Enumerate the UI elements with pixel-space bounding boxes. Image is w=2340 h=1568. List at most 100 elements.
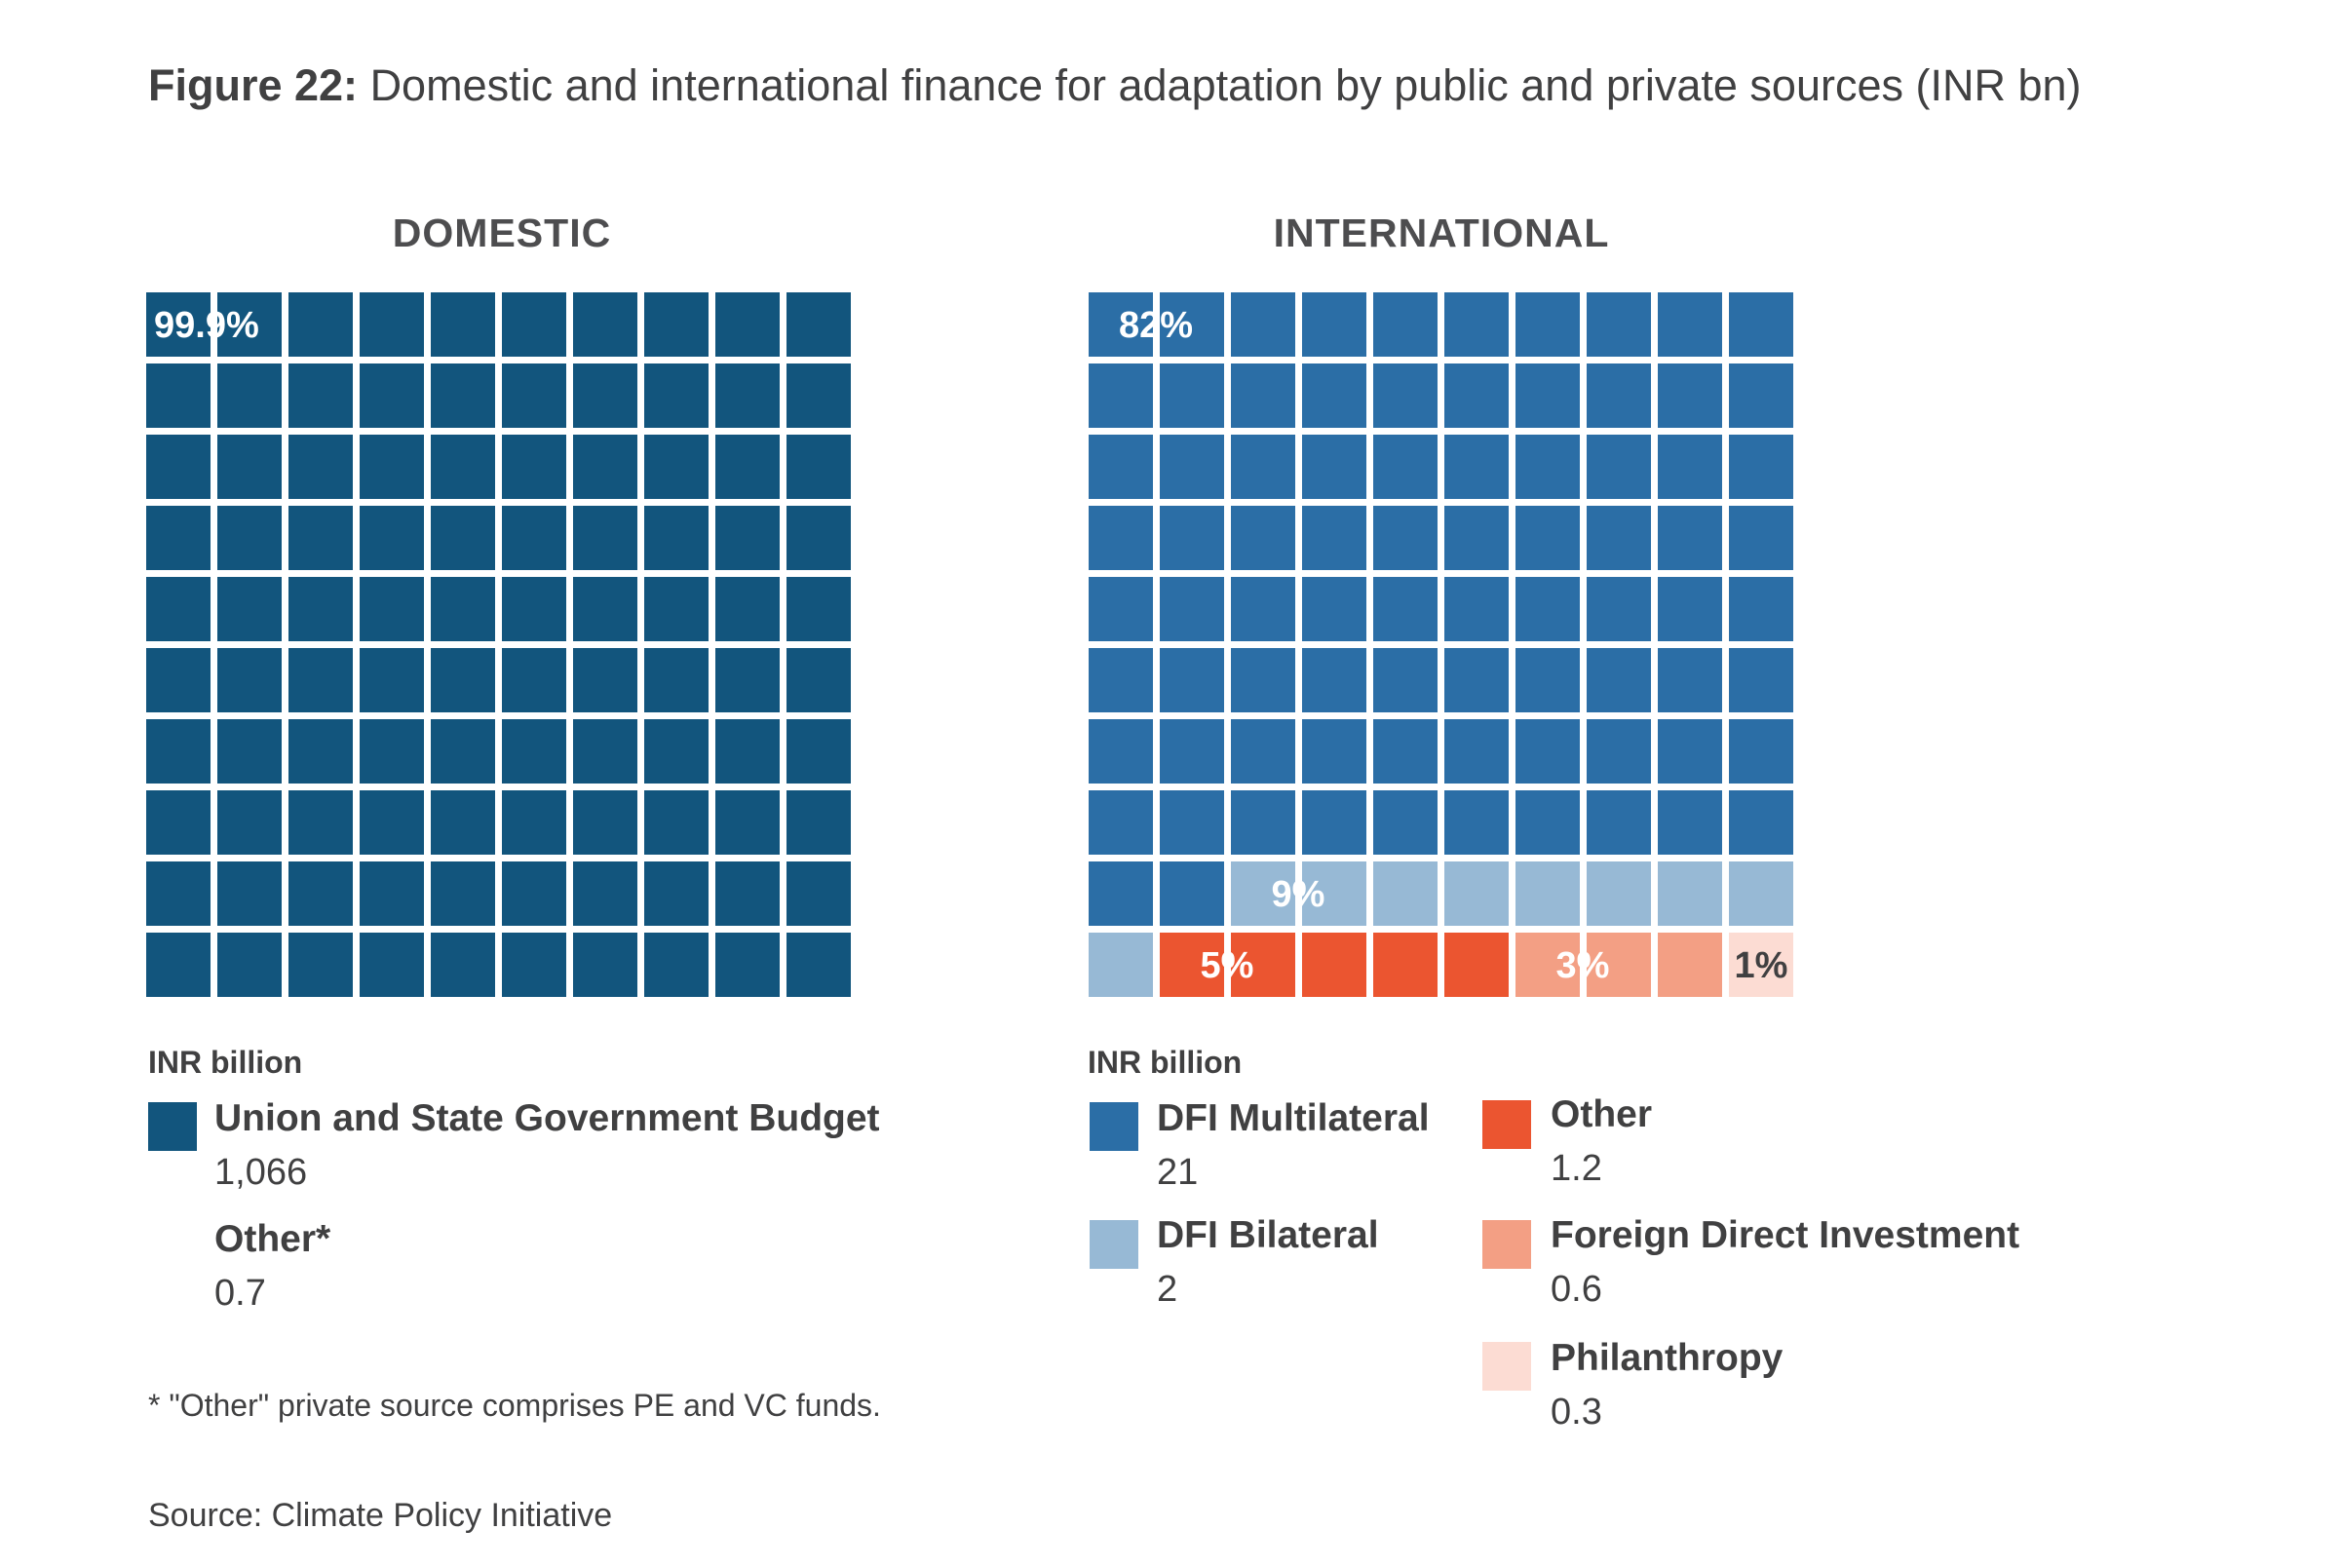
international-cell-dfi-multilateral bbox=[1231, 577, 1295, 641]
international-cell-dfi-multilateral bbox=[1444, 292, 1509, 357]
international-cell-dfi-multilateral bbox=[1302, 292, 1366, 357]
domestic-cell-union-and-state-government-budget bbox=[217, 861, 282, 926]
domestic-cell-union-and-state-government-budget bbox=[288, 506, 353, 570]
domestic-cell-union-and-state-government-budget bbox=[288, 933, 353, 997]
domestic-cell-union-and-state-government-budget bbox=[217, 435, 282, 499]
international-cell-other bbox=[1373, 933, 1438, 997]
international-cell-dfi-bilateral bbox=[1729, 861, 1793, 926]
international-cell-foreign-direct-investment bbox=[1587, 933, 1651, 997]
domestic-cell-union-and-state-government-budget bbox=[715, 292, 780, 357]
international-unit-label: INR billion bbox=[1088, 1045, 1243, 1080]
domestic-cell-union-and-state-government-budget bbox=[786, 861, 851, 926]
international-cell-dfi-multilateral bbox=[1729, 719, 1793, 784]
international-cell-dfi-multilateral bbox=[1373, 719, 1438, 784]
domestic-cell-union-and-state-government-budget bbox=[786, 577, 851, 641]
international-cell-dfi-multilateral bbox=[1373, 790, 1438, 855]
legend-label-dfi-multilateral: DFI Multilateral bbox=[1157, 1097, 1430, 1139]
domestic-cell-union-and-state-government-budget bbox=[644, 506, 709, 570]
international-cell-dfi-multilateral bbox=[1658, 719, 1722, 784]
international-pct-label-foreign-direct-investment: 3% bbox=[1556, 945, 1610, 986]
domestic-cell-union-and-state-government-budget bbox=[360, 435, 424, 499]
domestic-cell-union-and-state-government-budget bbox=[288, 577, 353, 641]
domestic-cell-union-and-state-government-budget bbox=[502, 648, 566, 712]
international-cell-dfi-multilateral bbox=[1160, 363, 1224, 428]
domestic-cell-union-and-state-government-budget bbox=[217, 292, 282, 357]
international-cell-dfi-multilateral bbox=[1160, 790, 1224, 855]
domestic-cell-union-and-state-government-budget bbox=[431, 577, 495, 641]
legend-value-dfi-multilateral: 21 bbox=[1157, 1152, 1199, 1193]
domestic-cell-union-and-state-government-budget bbox=[217, 648, 282, 712]
international-cell-dfi-multilateral bbox=[1373, 292, 1438, 357]
domestic-cell-union-and-state-government-budget bbox=[217, 790, 282, 855]
figure-number: Figure 22: bbox=[148, 60, 359, 110]
international-cell-dfi-multilateral bbox=[1302, 506, 1366, 570]
international-cell-dfi-multilateral bbox=[1302, 435, 1366, 499]
international-pct-label-other: 5% bbox=[1201, 945, 1254, 986]
domestic-cell-union-and-state-government-budget bbox=[786, 719, 851, 784]
legend-swatch-fdi bbox=[1482, 1220, 1531, 1269]
domestic-cell-union-and-state-government-budget bbox=[431, 435, 495, 499]
international-cell-dfi-multilateral bbox=[1658, 577, 1722, 641]
domestic-cell-union-and-state-government-budget bbox=[786, 506, 851, 570]
legend-swatch-international-other bbox=[1482, 1100, 1531, 1149]
international-cell-dfi-multilateral bbox=[1587, 363, 1651, 428]
domestic-cell-union-and-state-government-budget bbox=[715, 363, 780, 428]
international-cell-dfi-multilateral bbox=[1658, 435, 1722, 499]
international-cell-dfi-multilateral bbox=[1302, 648, 1366, 712]
legend-value-philanthropy: 0.3 bbox=[1551, 1392, 1602, 1433]
international-cell-dfi-multilateral bbox=[1160, 648, 1224, 712]
domestic-cell-union-and-state-government-budget bbox=[715, 577, 780, 641]
international-cell-dfi-bilateral bbox=[1444, 861, 1509, 926]
domestic-cell-union-and-state-government-budget bbox=[288, 292, 353, 357]
domestic-cell-union-and-state-government-budget bbox=[146, 363, 211, 428]
domestic-cell-union-and-state-government-budget bbox=[573, 435, 637, 499]
domestic-cell-union-and-state-government-budget bbox=[715, 506, 780, 570]
international-cell-dfi-multilateral bbox=[1089, 506, 1153, 570]
international-cell-dfi-multilateral bbox=[1231, 506, 1295, 570]
domestic-cell-union-and-state-government-budget bbox=[715, 648, 780, 712]
figure-title: Figure 22: Domestic and international fi… bbox=[148, 60, 2082, 111]
domestic-cell-union-and-state-government-budget bbox=[715, 435, 780, 499]
international-cell-dfi-bilateral bbox=[1373, 861, 1438, 926]
international-cell-other bbox=[1444, 933, 1509, 997]
international-cell-dfi-multilateral bbox=[1515, 790, 1580, 855]
domestic-cell-union-and-state-government-budget bbox=[217, 506, 282, 570]
legend-swatch-dfi-multilateral bbox=[1090, 1102, 1138, 1151]
legend-label-philanthropy: Philanthropy bbox=[1551, 1337, 1784, 1379]
international-cell-dfi-multilateral bbox=[1231, 719, 1295, 784]
domestic-cell-union-and-state-government-budget bbox=[360, 719, 424, 784]
domestic-cell-union-and-state-government-budget bbox=[502, 435, 566, 499]
domestic-cell-union-and-state-government-budget bbox=[644, 719, 709, 784]
domestic-cell-union-and-state-government-budget bbox=[502, 506, 566, 570]
domestic-cell-union-and-state-government-budget bbox=[644, 292, 709, 357]
international-cell-dfi-multilateral bbox=[1729, 363, 1793, 428]
domestic-cell-union-and-state-government-budget bbox=[786, 933, 851, 997]
international-cell-dfi-multilateral bbox=[1089, 790, 1153, 855]
domestic-cell-union-and-state-government-budget bbox=[146, 933, 211, 997]
international-cell-dfi-multilateral bbox=[1373, 648, 1438, 712]
domestic-cell-union-and-state-government-budget bbox=[786, 292, 851, 357]
international-cell-dfi-multilateral bbox=[1231, 292, 1295, 357]
domestic-cell-union-and-state-government-budget bbox=[288, 435, 353, 499]
international-cell-dfi-multilateral bbox=[1373, 577, 1438, 641]
international-panel-title: INTERNATIONAL bbox=[1273, 210, 1610, 255]
domestic-cell-union-and-state-government-budget bbox=[644, 933, 709, 997]
international-cell-dfi-multilateral bbox=[1729, 506, 1793, 570]
domestic-cell-union-and-state-government-budget bbox=[715, 719, 780, 784]
international-cell-dfi-multilateral bbox=[1444, 719, 1509, 784]
international-cell-dfi-multilateral bbox=[1231, 790, 1295, 855]
domestic-cell-union-and-state-government-budget bbox=[573, 506, 637, 570]
international-cell-dfi-multilateral bbox=[1515, 648, 1580, 712]
domestic-cell-union-and-state-government-budget bbox=[146, 506, 211, 570]
international-cell-dfi-multilateral bbox=[1160, 861, 1224, 926]
legend-label-international-other: Other bbox=[1551, 1093, 1653, 1135]
domestic-cell-union-and-state-government-budget bbox=[573, 292, 637, 357]
domestic-cell-union-and-state-government-budget bbox=[360, 861, 424, 926]
international-cell-dfi-multilateral bbox=[1089, 435, 1153, 499]
domestic-cell-union-and-state-government-budget bbox=[573, 719, 637, 784]
domestic-cell-union-and-state-government-budget bbox=[644, 861, 709, 926]
international-cell-dfi-multilateral bbox=[1729, 292, 1793, 357]
international-cell-dfi-bilateral bbox=[1231, 861, 1295, 926]
international-cell-other bbox=[1231, 933, 1295, 997]
legend-value-fdi: 0.6 bbox=[1551, 1269, 1602, 1310]
